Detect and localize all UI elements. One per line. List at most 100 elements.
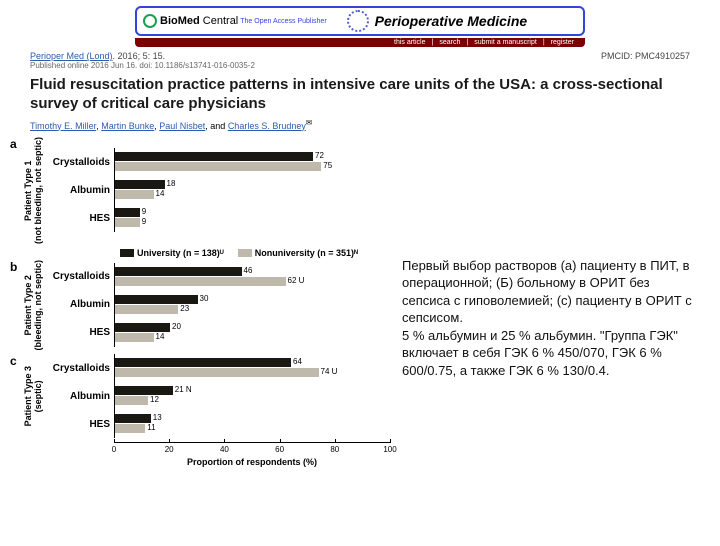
bar-light: 9: [115, 218, 140, 227]
nav-link[interactable]: submit a manuscript: [474, 39, 537, 46]
bar-value: 18: [165, 179, 176, 188]
row-label: HES: [46, 213, 114, 224]
bar-value: 21 N: [173, 385, 192, 394]
panel-ylabel: Patient Type 2(bleeding, not septic): [24, 260, 46, 351]
bar-row: HES2014: [46, 319, 390, 347]
panel-letter: a: [10, 137, 24, 151]
x-axis: 020406080100Proportion of respondents (%…: [114, 442, 390, 472]
bar-track: 6474 U: [114, 354, 390, 382]
bar-dark: 13: [115, 414, 151, 423]
bar-light: 14: [115, 333, 154, 342]
bar-light: 74 U: [115, 368, 319, 377]
author-link[interactable]: Martin Bunke: [101, 121, 154, 131]
bar-dark: 72: [115, 152, 313, 161]
bar-value: 13: [151, 413, 162, 422]
bar-dark: 30: [115, 295, 198, 304]
citation-row: Perioper Med (Lond). 2016; 5: 15. PMCID:…: [0, 47, 720, 61]
doi-line: Published online 2016 Jun 16. doi: 10.11…: [0, 61, 720, 70]
bar-row: Albumin3023: [46, 291, 390, 319]
bar-light: 23: [115, 305, 178, 314]
xtick-label: 40: [220, 445, 229, 454]
bar-value: 9: [140, 207, 146, 216]
bar-row: HES99: [46, 204, 390, 232]
bar-value: 72: [313, 151, 324, 160]
citation-rest: . 2016; 5: 15.: [113, 51, 166, 61]
bar-row: Albumin21 N12: [46, 382, 390, 410]
bar-value: 14: [154, 332, 165, 341]
biomed-subtitle: The Open Access Publisher: [240, 18, 326, 25]
pmcid: PMCID: PMC4910257: [601, 51, 690, 61]
bar-light: 62 U: [115, 277, 286, 286]
bar-dark: 21 N: [115, 386, 173, 395]
nav-link[interactable]: search: [439, 39, 460, 46]
legend-swatch: [238, 249, 252, 257]
article-title: Fluid resuscitation practice patterns in…: [0, 70, 720, 118]
xtick-label: 20: [165, 445, 174, 454]
xtick-label: 60: [275, 445, 284, 454]
journal-name: Perioperative Medicine: [375, 13, 528, 29]
journal-icon: [347, 10, 369, 32]
legend-swatch: [120, 249, 134, 257]
biomed-rest: Central: [200, 15, 239, 27]
row-label: Crystalloids: [46, 271, 114, 282]
author-list: Timothy E. Miller, Martin Bunke, Paul Ni…: [0, 118, 720, 135]
panel-letter: b: [10, 260, 24, 274]
author-link[interactable]: Timothy E. Miller: [30, 121, 96, 131]
chart-panel-a: aPatient Type 1(not bleeding, not septic…: [10, 137, 390, 244]
bar-track: 7275: [114, 148, 390, 176]
bar-value: 62 U: [286, 276, 305, 285]
bars-area: Crystalloids6474 UAlbumin21 N12HES1311: [46, 354, 390, 438]
bars-area: Crystalloids7275Albumin1814HES99: [46, 148, 390, 232]
bar-value: 30: [198, 294, 209, 303]
biomed-bold: BioMed: [160, 15, 200, 27]
bar-value: 75: [321, 161, 332, 170]
bar-dark: 18: [115, 180, 165, 189]
bar-row: Crystalloids7275: [46, 148, 390, 176]
bar-value: 14: [154, 189, 165, 198]
bar-track: 2014: [114, 319, 390, 347]
bar-track: 99: [114, 204, 390, 232]
chart-panel-b: bPatient Type 2(bleeding, not septic)Cry…: [10, 260, 390, 351]
bar-dark: 46: [115, 267, 242, 276]
bar-track: 1814: [114, 176, 390, 204]
chart-legend: University (n = 138)ᵁ Nonuniversity (n = …: [120, 248, 390, 258]
legend-item: University (n = 138)ᵁ: [120, 248, 224, 258]
bar-track: 21 N12: [114, 382, 390, 410]
bar-value: 12: [148, 395, 159, 404]
bar-row: HES1311: [46, 410, 390, 438]
caption-column: Первый выбор растворов (а) пациенту в ПИ…: [390, 137, 700, 473]
bar-light: 12: [115, 396, 148, 405]
nav-link[interactable]: register: [551, 39, 574, 46]
panel-ylabel: Patient Type 3(septic): [24, 366, 46, 426]
bar-value: 64: [291, 357, 302, 366]
panel-ylabel: Patient Type 1(not bleeding, not septic): [24, 137, 46, 244]
bar-dark: 9: [115, 208, 140, 217]
bar-value: 9: [140, 217, 146, 226]
x-axis-label: Proportion of respondents (%): [114, 457, 390, 467]
row-label: Albumin: [46, 391, 114, 402]
bar-track: 4662 U: [114, 263, 390, 291]
bar-light: 75: [115, 162, 321, 171]
xtick-label: 100: [383, 445, 396, 454]
nav-link[interactable]: this article: [394, 39, 426, 46]
author-link[interactable]: Charles S. Brudney: [228, 121, 306, 131]
bar-track: 1311: [114, 410, 390, 438]
row-label: HES: [46, 419, 114, 430]
xtick-label: 0: [112, 445, 116, 454]
bar-dark: 20: [115, 323, 170, 332]
bar-dark: 64: [115, 358, 291, 367]
bar-row: Crystalloids4662 U: [46, 263, 390, 291]
chart-panel-c: cPatient Type 3(septic)Crystalloids6474 …: [10, 354, 390, 438]
legend-item: Nonuniversity (n = 351)ᴺ: [238, 248, 358, 258]
bar-value: 74 U: [319, 367, 338, 376]
author-link[interactable]: Paul Nisbet: [159, 121, 205, 131]
row-label: Crystalloids: [46, 157, 114, 168]
panel-letter: c: [10, 354, 24, 368]
bar-row: Crystalloids6474 U: [46, 354, 390, 382]
bar-row: Albumin1814: [46, 176, 390, 204]
bar-value: 11: [145, 423, 155, 432]
bar-value: 20: [170, 322, 181, 331]
row-label: Crystalloids: [46, 363, 114, 374]
journal-link[interactable]: Perioper Med (Lond): [30, 51, 113, 61]
bar-value: 23: [178, 304, 189, 313]
